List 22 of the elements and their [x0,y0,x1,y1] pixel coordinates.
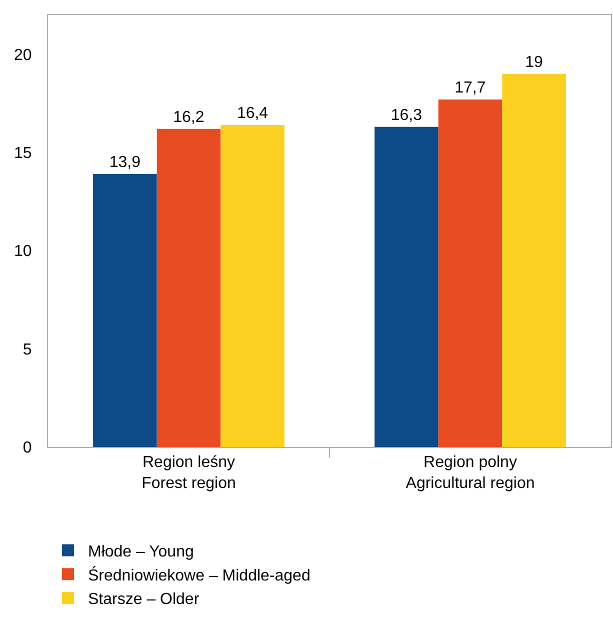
y-tick-label: 0 [22,440,32,457]
y-tick-label: 5 [22,341,32,358]
legend-label: Młode – Young [88,544,194,561]
data-label: 13,9 [109,154,141,172]
data-label: 16,4 [236,104,268,122]
data-label: 16,3 [390,106,422,124]
bar [374,126,438,447]
bar [156,128,221,447]
data-label: 16,2 [173,108,204,126]
legend-label: Średniowiekowe – Middle-aged [88,565,310,584]
bar [438,99,502,447]
bar [502,74,566,447]
bar [220,124,284,447]
y-tick-label: 10 [14,243,32,260]
x-tick-label: Region leśny Forest region [142,454,236,492]
data-label: 17,7 [454,79,486,96]
y-tick-label: 15 [14,145,32,162]
x-tick-label: Region polny Agricultural region [406,454,535,492]
legend-label: Starsze – Older [88,591,200,608]
data-label: 19 [525,54,544,71]
bar [93,174,157,447]
y-tick-label: 20 [14,46,32,64]
